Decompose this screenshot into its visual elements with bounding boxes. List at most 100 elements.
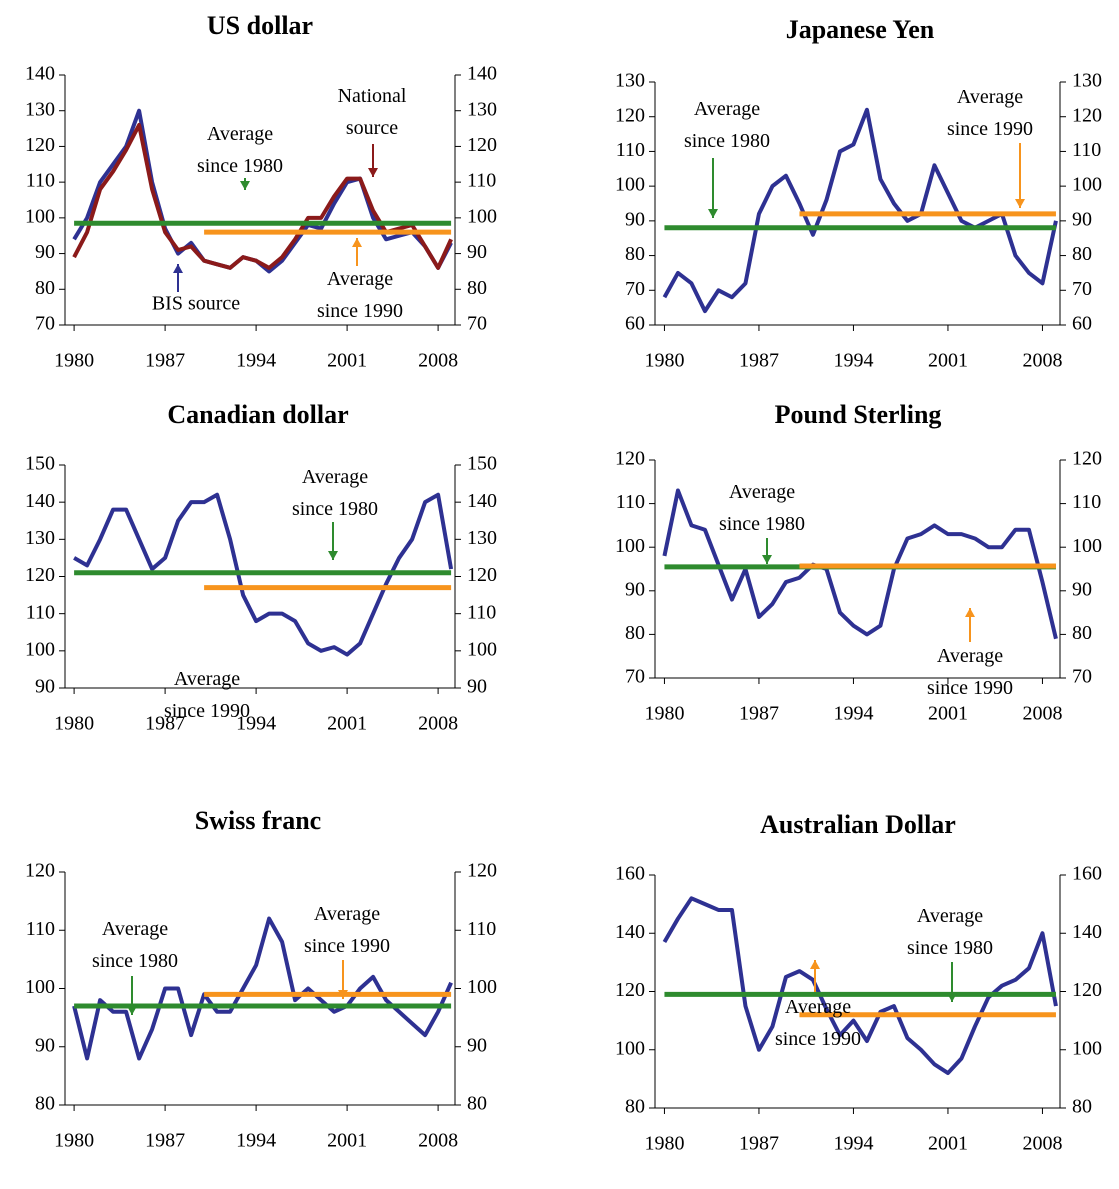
x-tick-label: 1994 (833, 1133, 873, 1155)
series-line (73, 492, 454, 657)
y2-tick-label: 110 (467, 918, 496, 940)
x-tick-label: 1980 (644, 350, 684, 372)
x-tick-label: 2001 (327, 1130, 367, 1152)
series-line (662, 107, 1058, 314)
y-tick-label: 90 (35, 676, 55, 698)
y2-tick-label: 70 (467, 313, 487, 335)
y-tick-label: 100 (25, 976, 55, 998)
x-tick-label: 1987 (145, 350, 185, 372)
chart-title: Canadian dollar (167, 400, 348, 429)
arrow-head (947, 993, 957, 1002)
y2-tick-label: 110 (467, 170, 496, 192)
y2-tick-label: 80 (1072, 622, 1092, 644)
arrow-head (965, 608, 975, 617)
arrow-head (328, 551, 338, 560)
annotation-label: Average since 1990 (304, 903, 390, 957)
x-tick-label: 1980 (54, 1130, 94, 1152)
annotation-label: Average since 1980 (719, 481, 805, 535)
y2-tick-label: 90 (467, 1034, 487, 1056)
y2-tick-label: 70 (1072, 666, 1092, 688)
y-tick-label: 80 (625, 243, 645, 265)
y-tick-label: 110 (26, 601, 55, 623)
x-tick-label: 1994 (833, 703, 873, 725)
x-tick-label: 1994 (833, 350, 873, 372)
y2-tick-label: 120 (1072, 448, 1102, 470)
y2-tick-label: 120 (467, 564, 497, 586)
x-tick-label: 1994 (236, 1130, 276, 1152)
y-tick-label: 100 (25, 205, 55, 227)
y-tick-label: 140 (615, 921, 645, 943)
arrow-head (810, 960, 820, 969)
y2-tick-label: 80 (467, 1093, 487, 1115)
y2-tick-label: 90 (1072, 208, 1092, 230)
chart-title: US dollar (207, 11, 313, 40)
arrow-head (708, 209, 718, 218)
x-tick-label: 1987 (739, 350, 779, 372)
x-tick-label: 2001 (928, 703, 968, 725)
x-tick-label: 1987 (145, 713, 185, 735)
x-tick-label: 2001 (928, 350, 968, 372)
x-tick-label: 1980 (54, 350, 94, 372)
y2-tick-label: 120 (467, 860, 497, 882)
y2-tick-label: 160 (1072, 863, 1102, 885)
y-tick-label: 110 (26, 918, 55, 940)
y-tick-label: 80 (35, 1093, 55, 1115)
y2-tick-label: 80 (467, 277, 487, 299)
series-label: BIS source (152, 293, 240, 315)
y2-tick-label: 100 (1072, 1037, 1102, 1059)
chart-title: Swiss franc (195, 806, 321, 835)
y2-tick-label: 130 (467, 98, 497, 120)
y-tick-label: 90 (35, 1034, 55, 1056)
x-tick-label: 2001 (327, 350, 367, 372)
y2-tick-label: 60 (1072, 313, 1092, 335)
annotation-label: Average since 1980 (292, 466, 378, 520)
annotation-label: Average since 1990 (164, 668, 250, 722)
y2-tick-label: 90 (467, 676, 487, 698)
y-tick-label: 110 (26, 170, 55, 192)
arrow-head (338, 990, 348, 999)
y-tick-label: 140 (25, 63, 55, 85)
y-tick-label: 70 (35, 313, 55, 335)
arrow-head (127, 1006, 137, 1015)
chart-title: Pound Sterling (775, 400, 942, 429)
y2-tick-label: 110 (1072, 139, 1101, 161)
y-tick-label: 140 (25, 490, 55, 512)
y2-tick-label: 80 (1072, 1096, 1092, 1118)
series-line (72, 123, 453, 270)
x-tick-label: 1987 (145, 1130, 185, 1152)
x-tick-label: 2008 (1022, 350, 1062, 372)
y2-tick-label: 120 (1072, 979, 1102, 1001)
arrow-head (762, 555, 772, 564)
annotation-label: Average since 1980 (684, 98, 770, 152)
y-tick-label: 90 (625, 578, 645, 600)
x-tick-label: 2008 (418, 350, 458, 372)
y2-tick-label: 100 (1072, 535, 1102, 557)
x-tick-label: 1987 (739, 703, 779, 725)
y-tick-label: 130 (615, 70, 645, 92)
y2-tick-label: 70 (1072, 278, 1092, 300)
y-tick-label: 120 (25, 564, 55, 586)
y2-tick-label: 130 (467, 527, 497, 549)
y-tick-label: 130 (25, 98, 55, 120)
x-tick-label: 1994 (236, 713, 276, 735)
y-tick-label: 100 (615, 1037, 645, 1059)
y2-tick-label: 80 (1072, 243, 1092, 265)
arrow-head (173, 264, 183, 273)
y-tick-label: 60 (625, 313, 645, 335)
arrow-head (1015, 199, 1025, 208)
y2-tick-label: 100 (467, 638, 497, 660)
x-tick-label: 1980 (644, 1133, 684, 1155)
x-tick-label: 2001 (928, 1133, 968, 1155)
annotation-label: Average since 1990 (927, 645, 1013, 699)
y-tick-label: 120 (615, 448, 645, 470)
y-tick-label: 120 (615, 979, 645, 1001)
x-tick-label: 2001 (327, 713, 367, 735)
y-tick-label: 70 (625, 666, 645, 688)
y-tick-label: 80 (625, 1096, 645, 1118)
y-tick-label: 100 (25, 638, 55, 660)
x-tick-label: 2008 (418, 713, 458, 735)
arrow-head (240, 181, 250, 190)
x-tick-label: 2008 (1022, 703, 1062, 725)
y-tick-label: 80 (625, 622, 645, 644)
